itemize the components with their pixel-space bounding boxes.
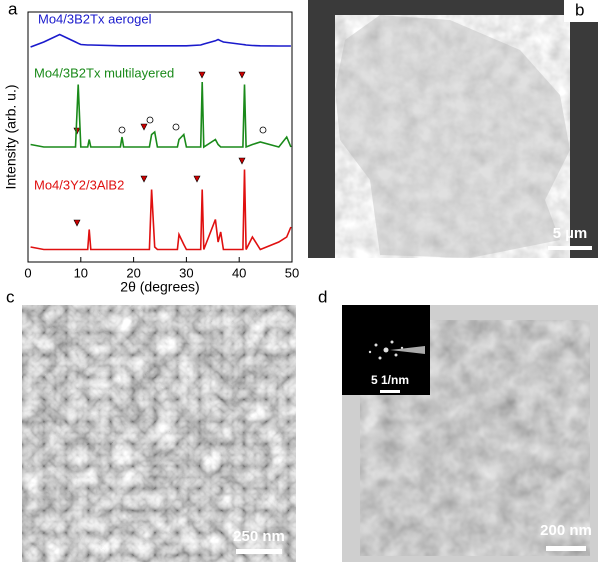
panel-label: d (318, 287, 327, 306)
x-tick-label: 50 (285, 265, 299, 280)
plot-frame (27, 11, 293, 263)
panel-label: c (6, 287, 15, 306)
scale-bar-label: 5 1/nm (371, 373, 409, 387)
series-line (30, 81, 292, 149)
peak-markers (118, 116, 267, 134)
x-tick-label: 0 (24, 265, 31, 280)
peak-markers (73, 71, 246, 227)
series-line (30, 169, 292, 251)
panel-label: a (8, 0, 18, 18)
legend-label: Mo4/3Y2/3AlB2 (34, 177, 124, 192)
x-tick-label: 30 (179, 265, 193, 280)
legend-label: Mo4/3B2Tx multilayered (34, 65, 174, 80)
scale-bar-label: 200 nm (540, 522, 592, 539)
legend-label: Mo4/3B2Tx aerogel (38, 11, 152, 26)
scale-bar-label: 250 nm (233, 528, 285, 545)
x-axis-label: 2θ (degrees) (120, 279, 199, 295)
series-line (30, 33, 291, 48)
tem-image-d (342, 305, 598, 562)
sem-image-b (308, 0, 598, 258)
x-tick-label: 10 (74, 265, 88, 280)
x-tick-label: 20 (126, 265, 140, 280)
panel-label: b (575, 0, 584, 19)
scale-bar-label: 5 µm (553, 225, 588, 242)
x-tick-label: 40 (232, 265, 246, 280)
y-axis-label: Intensity (arb. u.) (3, 84, 19, 189)
sem-image-c (22, 305, 296, 562)
